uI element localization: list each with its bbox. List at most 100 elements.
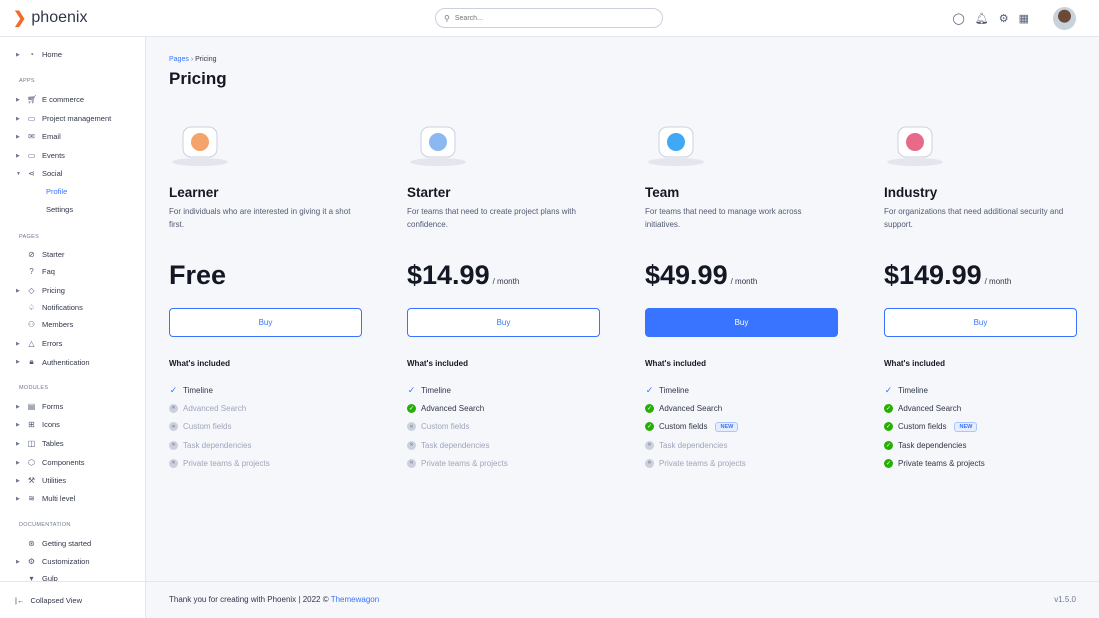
sidebar-item-pricing[interactable]: ▶ ◇ Pricing — [16, 286, 65, 295]
sidebar-item-project-management[interactable]: ▶ ▭ Project management — [16, 114, 111, 123]
caret-right-icon: ▶ — [16, 133, 20, 140]
sidebar-item-gulp[interactable]: ▾ Gulp — [16, 574, 57, 583]
feature-label: Advanced Search — [421, 403, 485, 413]
sidebar-item-events[interactable]: ▶ ▭ Events — [16, 151, 65, 160]
feature-label: Timeline — [898, 385, 928, 395]
sidebar-item-faq[interactable]: ? Faq — [16, 267, 55, 276]
main-content: Pages › Pricing Pricing Learner For indi… — [146, 37, 1099, 581]
check-circle-icon: ✓ — [645, 422, 654, 432]
price-amount: $14.99 — [407, 260, 490, 290]
page-title: Pricing — [169, 69, 227, 88]
sidebar-item-label: Notifications — [42, 303, 83, 312]
sidebar-item-label: Utilities — [42, 476, 67, 485]
check-circle-icon: ✓ — [884, 458, 893, 468]
themewagon-link[interactable]: Themewagon — [330, 595, 380, 604]
cart-icon: 🛒︎ — [27, 95, 38, 104]
feature-list: ✓ Timeline ✓ Advanced Search ✓ Custom fields N… — [884, 381, 985, 472]
sidebar-item-label: Project management — [42, 114, 112, 123]
pricing-card-starter: Starter For teams that need to create pr… — [407, 117, 600, 468]
file-text-icon: ▤ — [27, 402, 36, 411]
feature-label: Timeline — [659, 385, 689, 395]
gear-icon[interactable]: ⚙ — [998, 13, 1009, 25]
buy-button[interactable]: Buy — [645, 308, 838, 337]
pricing-card-industry: Industry For organizations that need add… — [884, 117, 1077, 468]
sidebar-item-label: Faq — [42, 267, 55, 276]
sidebar-item-multi-level[interactable]: ▶ ≋ Multi level — [16, 494, 75, 503]
logo[interactable]: ❯ phoenix — [13, 8, 87, 28]
sidebar-item-icons[interactable]: ▶ ⊞ Icons — [16, 420, 60, 429]
sidebar-item-email[interactable]: ▶ ✉ Email — [16, 132, 61, 141]
collapse-label: Collapsed View — [30, 595, 83, 605]
feature-label: Private teams & projects — [659, 458, 746, 468]
sidebar-subitem-settings[interactable]: Settings — [46, 205, 74, 214]
caret-right-icon: ▶ — [16, 495, 20, 502]
sidebar-subitem-profile[interactable]: Profile — [46, 187, 68, 196]
bell-icon[interactable]: 🔔︎ — [974, 13, 989, 25]
help-circle-icon: ? — [29, 267, 34, 276]
check-circle-icon: ✓ — [884, 403, 893, 413]
sidebar-item-tables[interactable]: ▶ ◫ Tables — [16, 439, 64, 448]
plan-description: For teams that need to create project pl… — [407, 207, 576, 229]
sidebar-item-members[interactable]: ⚇ Members — [16, 320, 73, 329]
search-input[interactable] — [454, 14, 645, 22]
plan-name: Industry — [884, 185, 938, 200]
feature-label: Task dependencies — [898, 440, 967, 450]
sidebar-item-components[interactable]: ▶ ⬡ Components — [16, 458, 85, 467]
sidebar-item-authentication[interactable]: ▶ 🔒︎ Authentication — [16, 357, 90, 367]
caret-right-icon: ▶ — [16, 152, 20, 159]
buy-button[interactable]: Buy — [884, 308, 1077, 337]
search-icon: ⚲ — [444, 13, 450, 23]
caret-right-icon: ▶ — [16, 51, 20, 58]
plan-description: For organizations that need additional s… — [884, 207, 1064, 229]
avatar[interactable] — [1053, 7, 1076, 30]
feature-label: Private teams & projects — [421, 458, 508, 468]
clipboard-icon: ▭ — [27, 114, 36, 123]
pricing-card-team: Team For teams that need to manage work … — [645, 117, 838, 468]
search-box[interactable]: ⚲ — [435, 8, 663, 28]
sidebar-item-home[interactable]: ▶ ◔ Home — [16, 50, 62, 59]
apps-grid-icon[interactable]: ▦ — [1018, 13, 1029, 25]
sidebar-section-label: PAGES — [19, 234, 40, 240]
sidebar-item-label: Errors — [42, 339, 63, 348]
caret-right-icon: ▶ — [16, 115, 20, 122]
sidebar-item-social[interactable]: ▼ ⋖ Social — [16, 169, 62, 178]
plan-illustration — [884, 117, 946, 172]
sidebar-item-e-commerce[interactable]: ▶ 🛒︎ E commerce — [16, 95, 84, 104]
sidebar-item-label: Tables — [42, 439, 64, 448]
sidebar-item-errors[interactable]: ▶ △ Errors — [16, 339, 62, 348]
plan-illustration — [645, 117, 707, 172]
feature-list: ✓ Timeline ✓ Advanced Search ✓ Custom fields N… — [645, 381, 746, 472]
sidebar-item-utilities[interactable]: ▶ ⚒ Utilities — [16, 476, 66, 485]
sidebar-item-forms[interactable]: ▶ ▤ Forms — [16, 402, 63, 411]
plan-name: Team — [645, 185, 680, 200]
sidebar-item-starter[interactable]: ⊘ Starter — [16, 250, 64, 259]
users-icon: ⚇ — [27, 320, 36, 329]
check-icon: ✓ — [645, 384, 654, 395]
feature-item: ✓ Custom fields NEW — [645, 418, 746, 436]
collapsed-view-button[interactable]: |← Collapsed View — [0, 581, 146, 618]
x-circle-icon: ✕ — [407, 458, 416, 468]
feature-list: ✓ Timeline ✕ Advanced Search ✕ Custom fields ✕… — [169, 381, 270, 472]
sidebar-item-getting-started[interactable]: ⊛ Getting started — [16, 539, 91, 548]
feature-label: Private teams & projects — [898, 458, 985, 468]
plan-name: Learner — [169, 185, 219, 200]
compass-icon: ⊘ — [28, 250, 35, 259]
caret-right-icon: ▶ — [16, 459, 20, 466]
bell-icon: ♤ — [27, 303, 36, 312]
sidebar-item-notifications[interactable]: ♤ Notifications — [16, 303, 83, 312]
sidebar-item-label: Multi level — [42, 494, 76, 503]
breadcrumb: Pages › Pricing — [169, 56, 217, 63]
buy-button[interactable]: Buy — [407, 308, 600, 337]
breadcrumb-pages[interactable]: Pages — [169, 56, 189, 63]
feature-label: Task dependencies — [421, 440, 490, 450]
feature-label: Custom fields — [421, 422, 470, 432]
life-buoy-icon: ⊛ — [28, 539, 35, 548]
plan-price: $49.99/ month — [645, 260, 757, 291]
feature-item: ✓ Advanced Search — [645, 399, 746, 417]
price-period: / month — [984, 277, 1012, 286]
buy-button[interactable]: Buy — [169, 308, 362, 337]
theme-toggle-icon[interactable]: ◯ — [952, 13, 965, 25]
sidebar-item-customization[interactable]: ▶ ⚙ Customization — [16, 557, 90, 566]
feature-item: ✕ Task dependencies — [645, 436, 746, 454]
x-circle-icon: ✕ — [407, 440, 416, 450]
